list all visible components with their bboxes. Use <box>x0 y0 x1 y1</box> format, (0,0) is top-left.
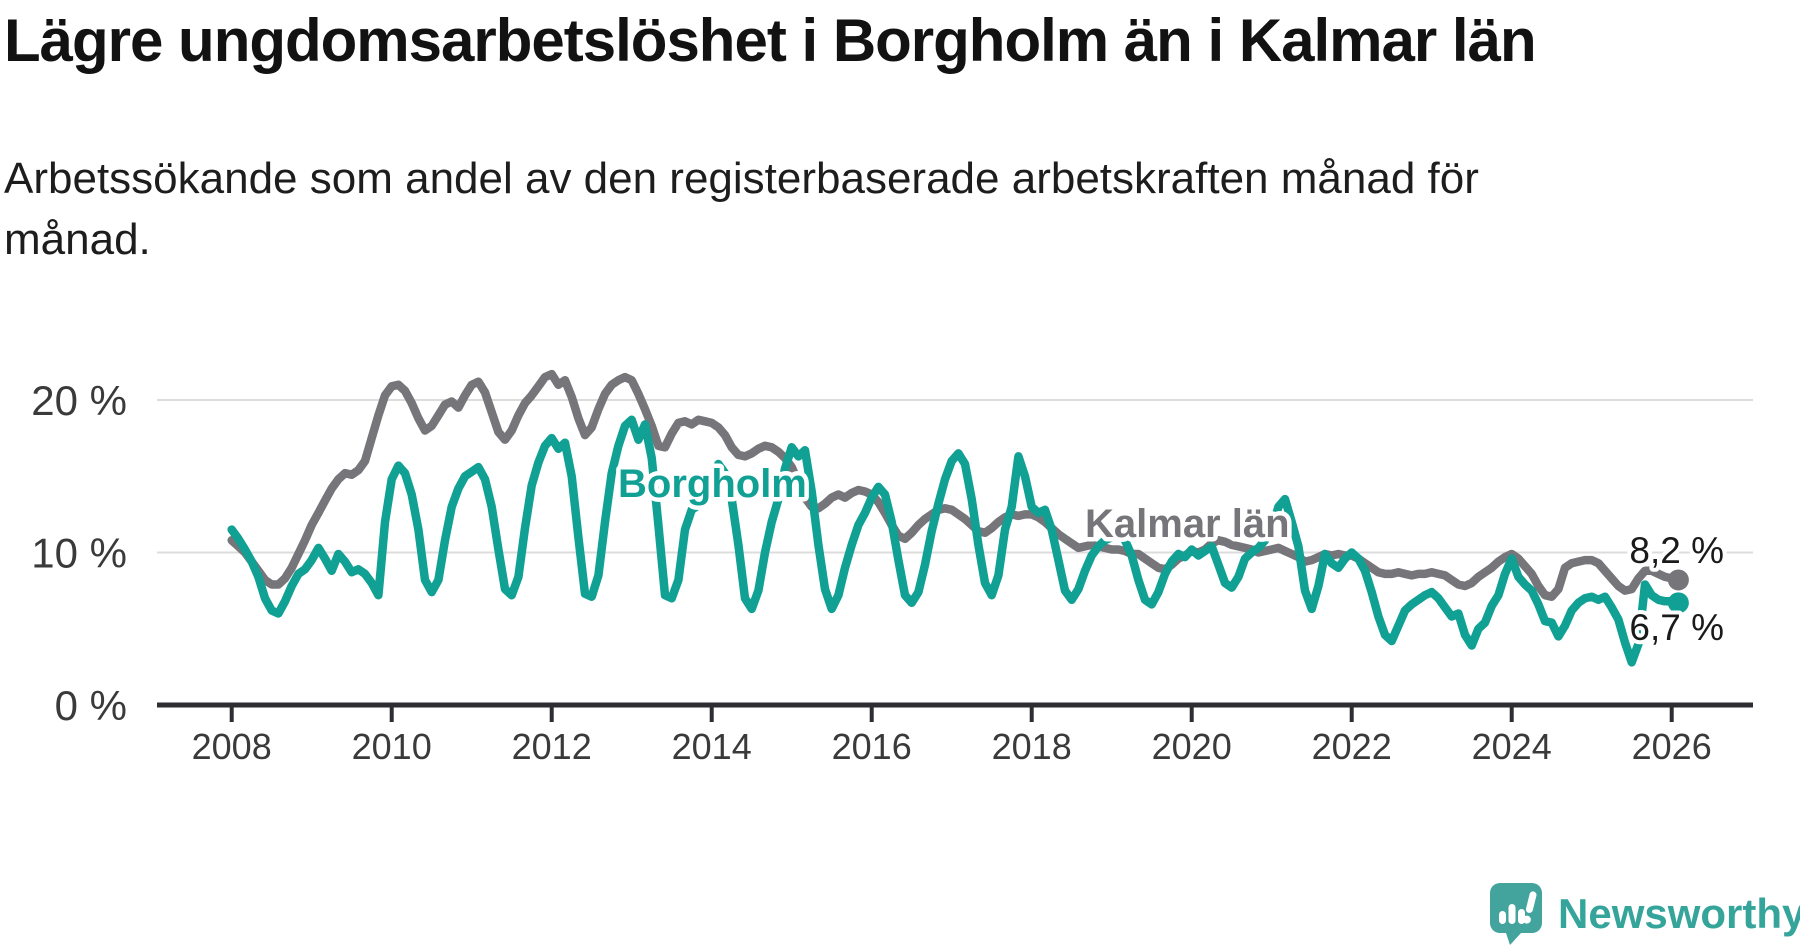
x-tick-label-2026: 2026 <box>1632 726 1712 767</box>
end-value-label-kalmar: 8,2 % <box>1629 530 1724 571</box>
x-tick-label-2008: 2008 <box>192 726 272 767</box>
x-tick-label-2016: 2016 <box>832 726 912 767</box>
x-tick-label-2012: 2012 <box>512 726 592 767</box>
chart-subtitle-line2: månad. <box>4 215 151 264</box>
x-tick-label-2024: 2024 <box>1472 726 1552 767</box>
end-dot-borgholm <box>1667 592 1689 614</box>
page-title: Lägre ungdomsarbetslöshet i Borgholm än … <box>4 7 1537 74</box>
x-tick-label-2020: 2020 <box>1152 726 1232 767</box>
axis-labels: 0 % 10 % 20 % 2008 2010 2012 2014 2016 2018 2020 2… <box>31 377 1711 767</box>
y-tick-label-10: 10 % <box>31 530 127 577</box>
chart-subtitle-line1: Arbetssökande som andel av den registerb… <box>4 154 1479 203</box>
x-tick-label-2018: 2018 <box>992 726 1072 767</box>
line-kalmar-lan <box>227 369 1683 601</box>
x-tick-label-2014: 2014 <box>672 726 752 767</box>
newsworthy-logo-text: Newsworthy <box>1558 890 1800 937</box>
series-lines <box>227 369 1689 667</box>
x-axis <box>157 702 1753 722</box>
y-tick-label-0: 0 % <box>55 682 127 729</box>
end-dot-kalmar-lan <box>1667 569 1689 591</box>
chart-subtitle: Arbetssökande som andel av den registerb… <box>4 148 1604 270</box>
newsworthy-logo-icon <box>1490 883 1542 945</box>
newsworthy-logo: Newsworthy <box>1490 882 1800 946</box>
series-label-borgholm: Borgholm <box>618 462 807 506</box>
series-label-kalmar-lan: Kalmar län <box>1085 502 1290 546</box>
line-borgholm <box>227 415 1683 667</box>
y-tick-label-20: 20 % <box>31 377 127 424</box>
x-tick-label-2022: 2022 <box>1312 726 1392 767</box>
end-value-label-borgholm: 6,7 % <box>1629 607 1724 648</box>
x-tick-label-2010: 2010 <box>352 726 432 767</box>
